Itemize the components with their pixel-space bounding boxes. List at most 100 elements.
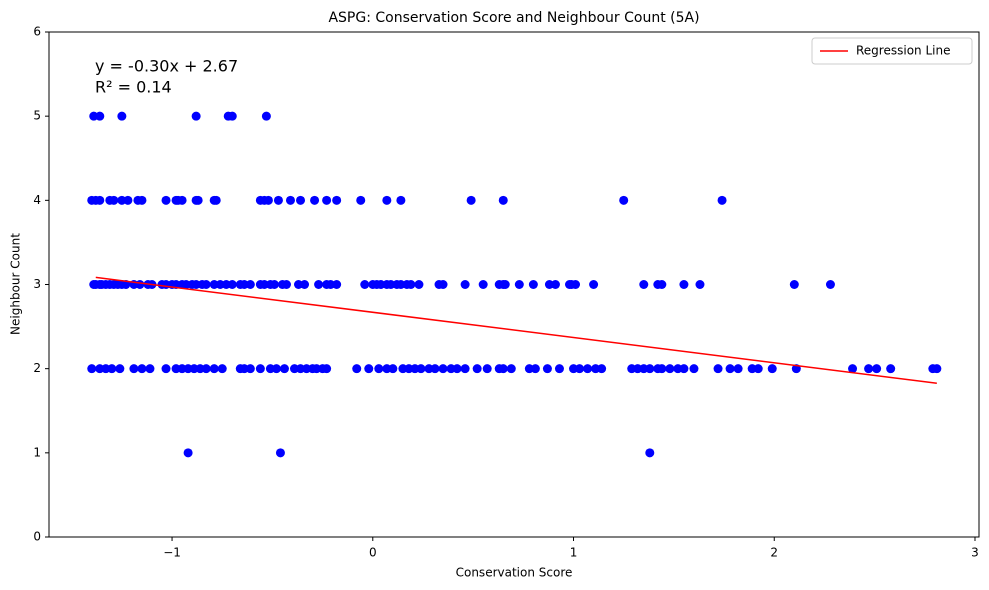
point (825, 280, 835, 289)
point (322, 195, 332, 205)
y-tick-label: 5 (33, 109, 41, 123)
point (733, 364, 743, 374)
point (717, 195, 727, 205)
point (95, 111, 105, 121)
point (129, 364, 139, 374)
point (872, 364, 882, 374)
point (665, 364, 675, 374)
point (269, 280, 279, 289)
point (255, 364, 265, 374)
point (679, 280, 689, 289)
point (115, 364, 125, 374)
point (530, 364, 540, 374)
point (87, 364, 97, 374)
point (657, 364, 667, 374)
point (848, 364, 858, 374)
point (161, 195, 171, 205)
y-tick-label: 1 (33, 445, 41, 459)
point (352, 364, 362, 374)
x-tick-label: 1 (570, 546, 578, 560)
point (466, 195, 476, 205)
point (275, 448, 285, 458)
point (201, 280, 211, 289)
point (679, 364, 689, 374)
point (438, 280, 448, 289)
point (789, 280, 799, 289)
x-tick-label: 2 (770, 546, 778, 560)
point (886, 364, 896, 374)
point (414, 280, 424, 289)
point (263, 195, 273, 205)
point (314, 280, 324, 289)
point (271, 364, 281, 374)
legend-box (811, 37, 973, 65)
y-tick-label: 2 (33, 361, 41, 375)
point (932, 364, 942, 374)
point (296, 195, 306, 205)
point (332, 195, 342, 205)
point (95, 195, 105, 205)
annotation: R² = 0.14 (95, 78, 172, 97)
point (416, 364, 426, 374)
point (245, 364, 255, 374)
point (191, 111, 201, 121)
point (209, 364, 219, 374)
point (310, 195, 320, 205)
point (374, 364, 384, 374)
point (279, 364, 289, 374)
x-tick-label: 0 (369, 546, 377, 560)
point (753, 364, 763, 374)
point (406, 280, 416, 289)
point (183, 448, 193, 458)
point (217, 364, 227, 374)
point (498, 364, 508, 374)
point (472, 364, 482, 374)
point (245, 280, 255, 289)
y-tick-label: 4 (33, 193, 41, 207)
point (396, 195, 406, 205)
point (506, 364, 516, 374)
plot-frame (48, 31, 980, 538)
point (107, 364, 117, 374)
point (117, 111, 127, 121)
point (767, 364, 777, 374)
point (571, 280, 581, 289)
point (123, 195, 133, 205)
y-tick-label: 3 (33, 277, 41, 291)
y-tick-label: 6 (33, 25, 41, 39)
point (542, 364, 552, 374)
point (478, 280, 488, 289)
point (500, 280, 510, 289)
point (725, 364, 735, 374)
point (645, 364, 655, 374)
point (482, 364, 492, 374)
point (438, 364, 448, 374)
point (689, 364, 699, 374)
point (322, 364, 332, 374)
point (227, 280, 237, 289)
x-tick-label: −1 (163, 546, 181, 560)
point (360, 280, 370, 289)
point (332, 280, 342, 289)
point (177, 195, 187, 205)
point (137, 195, 147, 205)
point (137, 364, 147, 374)
point (460, 280, 470, 289)
point (273, 195, 283, 205)
point (554, 364, 564, 374)
point (356, 195, 366, 205)
x-tick-label: 3 (971, 546, 979, 560)
point (583, 364, 593, 374)
point (388, 364, 398, 374)
point (193, 195, 203, 205)
point (285, 195, 295, 205)
point (460, 364, 470, 374)
point (514, 280, 524, 289)
point (657, 280, 667, 289)
x-axis-label: Conservation Score (456, 566, 573, 580)
point (227, 111, 237, 121)
chart-title: ASPG: Conservation Score and Neighbour C… (328, 10, 699, 26)
annotation: y = -0.30x + 2.67 (95, 57, 238, 76)
point (645, 448, 655, 458)
